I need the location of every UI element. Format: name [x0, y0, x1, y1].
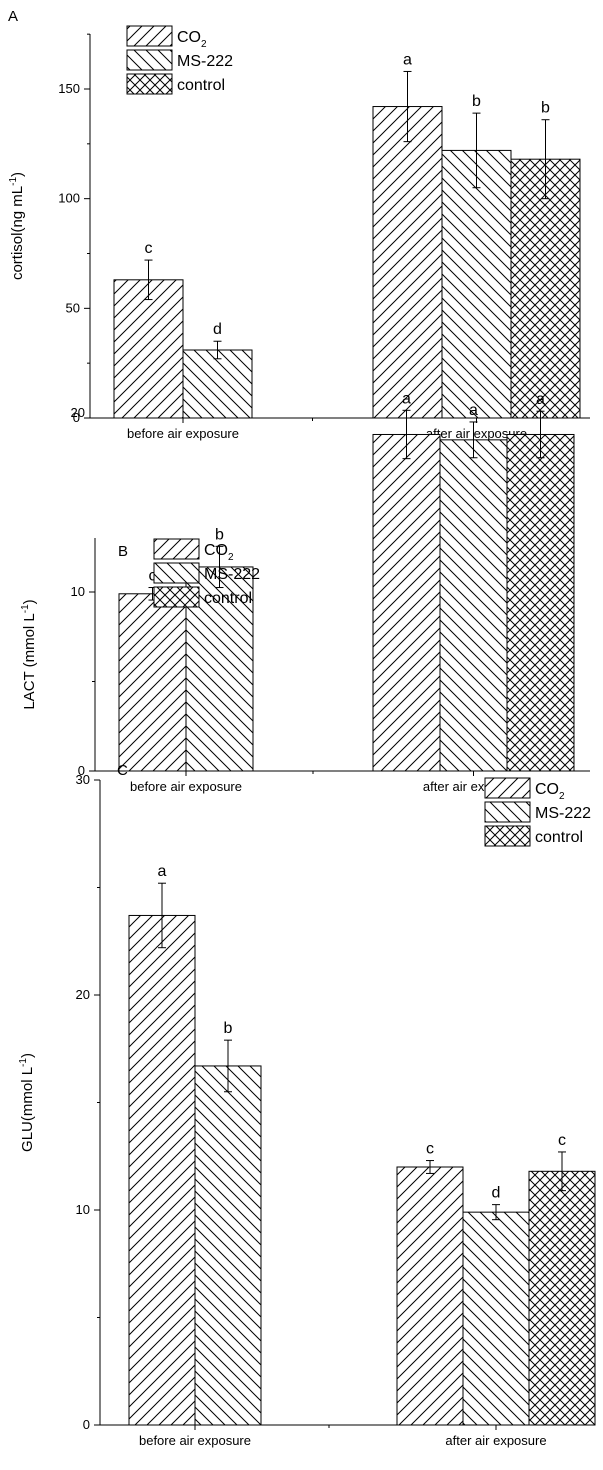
bar-ms-222 — [182, 349, 253, 419]
y-tick-label: 100 — [58, 191, 80, 206]
y-tick-label: 0 — [78, 763, 85, 778]
x-category-label: after air exposure — [445, 1433, 546, 1448]
panel-letter: A — [8, 8, 18, 25]
legend: CO2 MS-222 control — [484, 777, 591, 847]
y-tick-label: 20 — [76, 987, 90, 1002]
y-tick-label: 10 — [76, 1202, 90, 1217]
bar-co2 — [372, 106, 443, 419]
y-tick-label: 10 — [71, 584, 85, 599]
significance-letter: b — [224, 1020, 233, 1037]
panel-c: C 0 10 20 30 GLU(mmol L-1) before air exposure… — [18, 762, 596, 1448]
legend-swatch — [126, 25, 173, 47]
bar-co2 — [118, 593, 187, 772]
panel-letter: C — [117, 762, 128, 779]
legend-swatch — [153, 586, 200, 608]
legend-label: CO2 — [535, 781, 565, 802]
bar-co2 — [396, 1166, 464, 1426]
legend-label: CO2 — [204, 542, 234, 563]
legend-label: MS-222 — [204, 566, 260, 583]
bar-co2 — [113, 279, 184, 419]
legend-swatch — [484, 801, 531, 823]
significance-letter: d — [213, 321, 222, 338]
significance-letter: a — [469, 402, 478, 419]
panel-a: A 0 50 100 150 cortisol(ng mL-1) before air ex… — [8, 8, 590, 441]
bar-control — [510, 158, 581, 419]
significance-letter: a — [402, 390, 411, 407]
y-tick-label: 50 — [66, 300, 80, 315]
bar-ms-222 — [194, 1065, 262, 1426]
y-axis-title: LACT (mmol L-1) — [20, 599, 38, 709]
bar-ms-222 — [462, 1211, 530, 1426]
panel-letter: B — [118, 543, 128, 560]
legend-label: control — [177, 77, 225, 94]
significance-letter: c — [426, 1141, 434, 1158]
x-category-label: after air exposure — [426, 426, 527, 441]
x-category-label: before air exposure — [127, 426, 239, 441]
bar-co2 — [372, 433, 441, 772]
y-axis-title: cortisol(ng mL-1) — [8, 172, 26, 280]
bar-ms-222 — [439, 439, 508, 772]
legend-swatch — [484, 825, 531, 847]
legend-label: CO2 — [177, 29, 207, 50]
significance-letter: a — [403, 51, 412, 68]
legend: CO2 MS-222 control — [153, 538, 260, 608]
bar-control — [528, 1170, 596, 1426]
y-tick-label: 0 — [73, 410, 80, 425]
significance-letter: c — [145, 240, 153, 257]
legend-swatch — [153, 538, 200, 560]
x-category-label: before air exposure — [139, 1433, 251, 1448]
significance-letter: a — [536, 391, 545, 408]
bar-ms-222 — [441, 149, 512, 419]
legend-swatch — [484, 777, 531, 799]
legend-swatch — [126, 73, 173, 95]
significance-letter: c — [558, 1132, 566, 1149]
legend-swatch — [153, 562, 200, 584]
legend-swatch — [126, 49, 173, 71]
legend-label: control — [204, 590, 252, 607]
y-tick-label: 30 — [76, 772, 90, 787]
significance-letter: b — [541, 100, 550, 117]
x-category-label: before air exposure — [130, 779, 242, 794]
significance-letter: b — [472, 93, 481, 110]
legend-label: MS-222 — [177, 53, 233, 70]
significance-letter: a — [158, 863, 167, 880]
significance-letter: c — [149, 568, 157, 585]
y-tick-label: 0 — [83, 1417, 90, 1432]
significance-letter: b — [215, 526, 224, 543]
y-tick-label: 20 — [71, 405, 85, 420]
y-tick-label: 150 — [58, 81, 80, 96]
significance-letter: d — [492, 1185, 501, 1202]
legend-label: MS-222 — [535, 805, 591, 822]
legend-label: control — [535, 829, 583, 846]
panel-b: B 0 10 20 LACT (mmol L-1) before air exposure… — [20, 390, 590, 794]
legend: CO2 MS-222 control — [126, 25, 233, 95]
y-axis-title: GLU(mmol L-1) — [18, 1053, 36, 1152]
bar-control — [506, 433, 575, 772]
bar-co2 — [128, 914, 196, 1426]
